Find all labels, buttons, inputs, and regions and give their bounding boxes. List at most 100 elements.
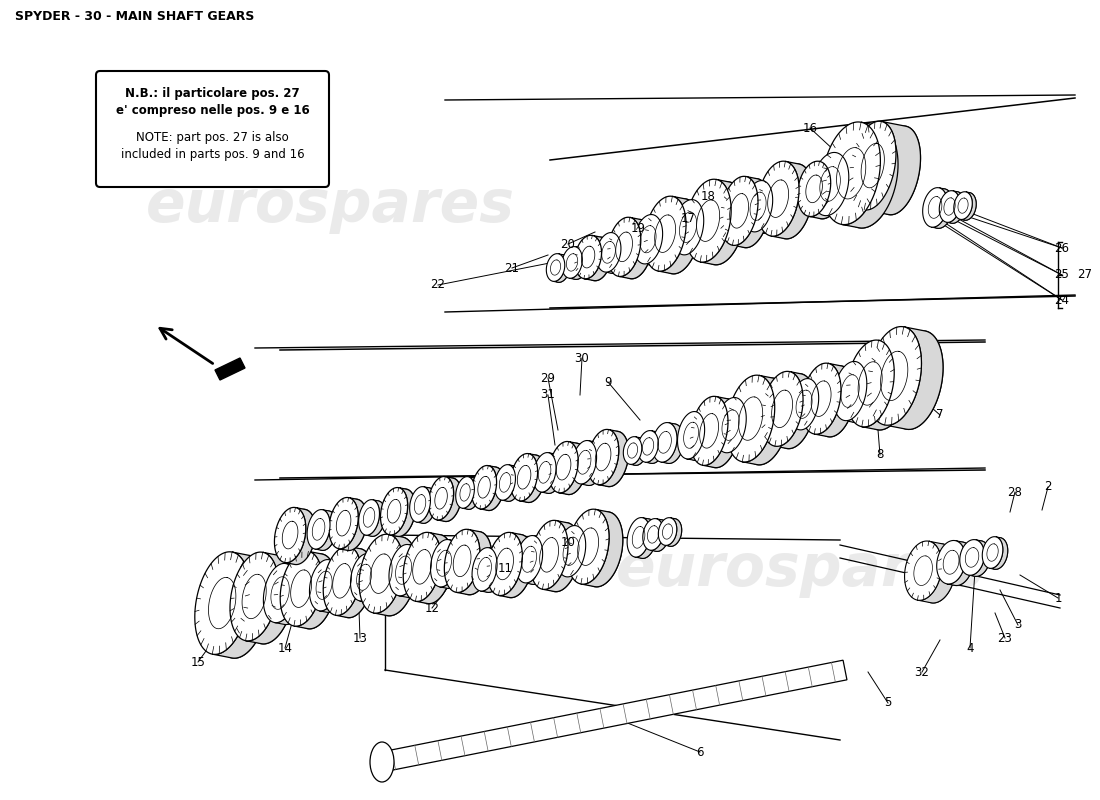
Polygon shape <box>645 196 686 271</box>
Polygon shape <box>381 660 847 772</box>
Polygon shape <box>937 541 966 584</box>
Polygon shape <box>274 507 306 562</box>
Polygon shape <box>444 530 480 593</box>
Polygon shape <box>683 200 712 256</box>
Polygon shape <box>230 552 278 641</box>
Text: SPYDER - 30 - MAIN SHAFT GEARS: SPYDER - 30 - MAIN SHAFT GEARS <box>15 10 254 23</box>
Polygon shape <box>456 530 492 594</box>
Polygon shape <box>641 216 671 266</box>
Polygon shape <box>607 218 641 277</box>
Polygon shape <box>928 189 954 228</box>
Polygon shape <box>437 477 461 522</box>
Polygon shape <box>822 154 859 218</box>
Polygon shape <box>339 498 367 550</box>
Polygon shape <box>733 177 770 248</box>
Polygon shape <box>502 465 521 502</box>
Polygon shape <box>518 455 546 502</box>
Polygon shape <box>918 544 956 603</box>
Polygon shape <box>990 537 1008 570</box>
Polygon shape <box>861 343 910 430</box>
Polygon shape <box>597 430 628 486</box>
Polygon shape <box>960 192 976 220</box>
Polygon shape <box>822 122 880 225</box>
Polygon shape <box>462 477 481 510</box>
Polygon shape <box>634 214 662 264</box>
Polygon shape <box>500 466 521 502</box>
Polygon shape <box>580 442 604 486</box>
Polygon shape <box>658 199 700 274</box>
Polygon shape <box>658 518 676 546</box>
Polygon shape <box>409 486 430 522</box>
Text: eurospares: eurospares <box>145 177 515 234</box>
Text: 6: 6 <box>696 746 704 758</box>
Polygon shape <box>472 548 497 591</box>
Polygon shape <box>487 532 522 595</box>
Text: 3: 3 <box>1014 618 1022 631</box>
Polygon shape <box>558 443 587 494</box>
Polygon shape <box>510 454 538 501</box>
Polygon shape <box>364 501 385 536</box>
Polygon shape <box>338 499 367 550</box>
Text: 25: 25 <box>1055 269 1069 282</box>
Polygon shape <box>497 534 534 598</box>
Text: 15: 15 <box>190 655 206 669</box>
Polygon shape <box>644 432 664 463</box>
Polygon shape <box>958 193 976 220</box>
Polygon shape <box>285 507 316 565</box>
Text: N.B.: il particolare pos. 27
e' compreso nelle pos. 9 e 16: N.B.: il particolare pos. 27 e' compreso… <box>116 87 309 117</box>
Polygon shape <box>810 163 843 218</box>
Polygon shape <box>808 162 843 218</box>
Polygon shape <box>317 561 346 613</box>
Polygon shape <box>568 248 588 279</box>
Polygon shape <box>946 191 965 223</box>
Polygon shape <box>456 531 492 594</box>
Polygon shape <box>547 254 564 282</box>
Text: 1: 1 <box>1054 591 1062 605</box>
Polygon shape <box>581 510 623 587</box>
Text: 24: 24 <box>1055 294 1069 306</box>
Polygon shape <box>580 441 604 486</box>
Polygon shape <box>430 539 458 587</box>
Polygon shape <box>263 563 297 622</box>
Polygon shape <box>398 545 427 598</box>
Polygon shape <box>478 549 504 592</box>
Text: 2: 2 <box>1044 481 1052 494</box>
Text: 29: 29 <box>540 371 556 385</box>
Text: 17: 17 <box>681 211 695 225</box>
Polygon shape <box>757 161 799 236</box>
Polygon shape <box>498 533 534 598</box>
Polygon shape <box>309 559 339 611</box>
Polygon shape <box>542 522 580 592</box>
Text: 14: 14 <box>277 642 293 654</box>
Polygon shape <box>516 535 542 583</box>
Polygon shape <box>495 465 516 500</box>
Polygon shape <box>658 196 700 274</box>
Polygon shape <box>944 192 965 223</box>
Polygon shape <box>884 327 943 430</box>
Text: 9: 9 <box>604 375 612 389</box>
Polygon shape <box>742 375 790 465</box>
Polygon shape <box>628 438 647 466</box>
Polygon shape <box>416 533 453 604</box>
Polygon shape <box>917 542 956 603</box>
Text: 12: 12 <box>425 602 440 614</box>
Polygon shape <box>572 441 596 484</box>
Polygon shape <box>541 453 563 494</box>
Text: 11: 11 <box>497 562 513 574</box>
Text: 23: 23 <box>998 631 1012 645</box>
Polygon shape <box>480 466 505 510</box>
Polygon shape <box>635 518 657 558</box>
Polygon shape <box>307 510 330 549</box>
Polygon shape <box>319 560 346 613</box>
Polygon shape <box>678 411 705 459</box>
Polygon shape <box>904 541 942 600</box>
Polygon shape <box>559 442 587 494</box>
Polygon shape <box>373 537 417 616</box>
Polygon shape <box>932 188 954 228</box>
Polygon shape <box>672 200 704 255</box>
Polygon shape <box>618 218 652 278</box>
Polygon shape <box>274 563 307 625</box>
Polygon shape <box>969 540 990 576</box>
Polygon shape <box>574 235 602 278</box>
Polygon shape <box>661 422 684 463</box>
